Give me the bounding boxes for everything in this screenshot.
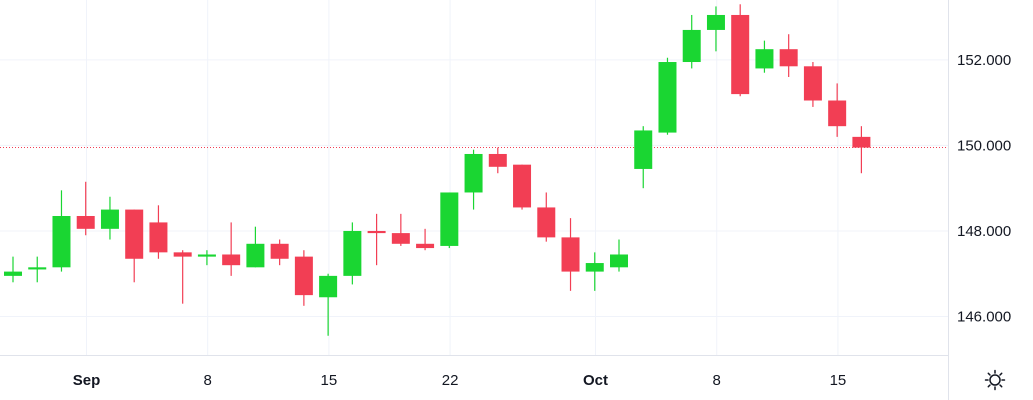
candle-body (319, 275, 338, 298)
candle (197, 250, 216, 266)
candle (416, 228, 435, 251)
candle-body (488, 153, 507, 167)
candle-body (828, 100, 847, 127)
candle-body (585, 263, 604, 272)
candle-body (755, 49, 774, 69)
candle-body (270, 243, 289, 259)
y-tick-label: 148.000 (957, 223, 1011, 240)
candle (294, 250, 313, 306)
candle-body (367, 230, 386, 234)
x-tick-label: 8 (204, 372, 212, 389)
candle-body (513, 164, 532, 208)
candle (585, 252, 604, 291)
candle-body (440, 192, 459, 246)
candle-body (706, 14, 725, 30)
candle (706, 6, 725, 52)
candle-body (731, 14, 750, 95)
candle (537, 192, 556, 242)
candle (731, 4, 750, 97)
candle (4, 256, 22, 283)
candle-body (294, 256, 313, 296)
chart-settings-button[interactable] (980, 365, 1010, 395)
y-tick-label: 152.000 (957, 52, 1011, 69)
candle (319, 273, 338, 336)
candle-body (610, 254, 628, 268)
candle (391, 213, 410, 246)
candle-body (246, 243, 265, 268)
candle-body (52, 215, 71, 268)
candle (779, 34, 798, 77)
candle (828, 83, 847, 137)
candle (367, 213, 386, 266)
candle (149, 205, 168, 259)
candle-body (852, 136, 871, 148)
y-tick-label: 146.000 (957, 309, 1011, 326)
candle (440, 192, 459, 249)
candle (634, 126, 653, 189)
candle (246, 226, 265, 268)
candle (561, 218, 580, 291)
candle (76, 181, 95, 236)
gear-icon (984, 369, 1006, 391)
candle (682, 14, 701, 69)
candle (222, 222, 241, 276)
candle-body (4, 271, 22, 276)
x-tick-label: 15 (830, 372, 847, 389)
candle-body (803, 66, 822, 101)
candle (52, 190, 71, 272)
candle-body (391, 233, 410, 244)
candles (4, 4, 871, 336)
y-tick-label: 150.000 (957, 137, 1011, 154)
candle-body (28, 267, 47, 270)
candle-body (682, 29, 701, 63)
candle (343, 222, 362, 285)
candle-body (343, 230, 362, 276)
x-tick-label: 8 (713, 372, 721, 389)
candle-body (658, 62, 677, 133)
x-tick-label: 22 (442, 372, 459, 389)
candle (464, 149, 483, 210)
candle-body (149, 222, 168, 253)
candle (755, 40, 774, 73)
candle (125, 209, 144, 283)
candle (270, 239, 289, 266)
x-tick-label: 15 (321, 372, 338, 389)
candle (513, 164, 532, 210)
candle-body (416, 243, 435, 249)
y-axis: 146.000 148.000 150.000 152.000 (957, 52, 1011, 326)
candle-body (779, 49, 798, 67)
candle (100, 196, 119, 240)
candle-body (222, 254, 241, 266)
candle (488, 147, 507, 174)
candle-body (173, 252, 192, 257)
candle (803, 62, 822, 107)
x-axis: Sep 8 15 22 Oct 8 15 (73, 372, 847, 389)
candle-body (464, 153, 483, 193)
candle-body (634, 130, 653, 169)
x-tick-label: Sep (73, 372, 101, 389)
candle-body (100, 209, 119, 229)
candle (173, 250, 192, 304)
candle (610, 239, 628, 272)
candle-body (561, 237, 580, 272)
candle (658, 57, 677, 135)
x-tick-label: Oct (583, 372, 608, 389)
candle (28, 256, 47, 283)
candle-body (197, 254, 216, 257)
candle-body (537, 207, 556, 238)
candle-body (125, 209, 144, 259)
candle-body (76, 215, 95, 229)
candle (852, 126, 871, 174)
